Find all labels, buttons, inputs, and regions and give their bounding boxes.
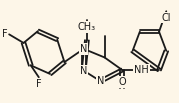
Text: N: N [97,76,104,86]
Text: O: O [118,77,126,87]
Text: Cl: Cl [161,13,171,23]
Text: F: F [36,79,42,89]
Text: N: N [80,66,87,76]
Text: F: F [2,29,8,39]
Text: N: N [80,44,87,54]
Text: NH: NH [134,65,149,75]
Text: CH₃: CH₃ [78,22,96,32]
